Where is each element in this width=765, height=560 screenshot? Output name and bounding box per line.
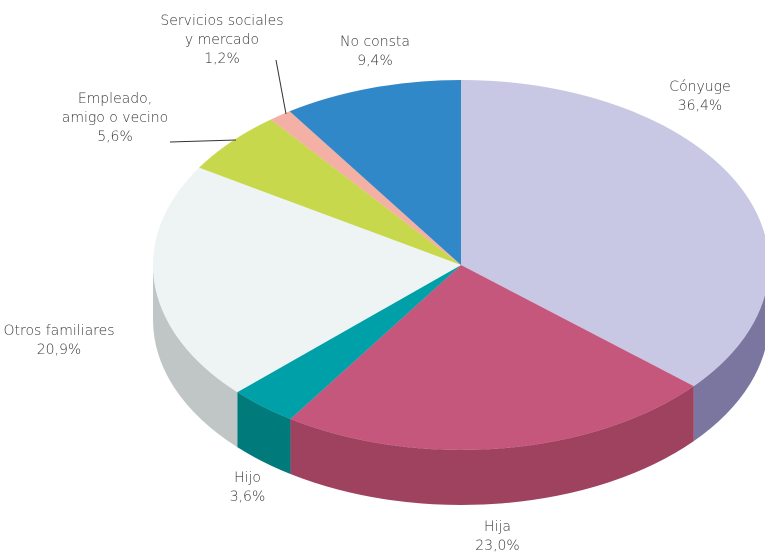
label-name: Empleado, amigo o vecino: [61, 91, 169, 126]
label-value: 9,4%: [357, 53, 393, 69]
label-name: Servicios sociales y mercado: [160, 13, 284, 48]
slice-label: Hijo 3,6%: [200, 469, 295, 507]
label-value: 20,9%: [36, 342, 82, 358]
label-name: Cónyuge: [669, 79, 731, 95]
slice: [290, 265, 694, 451]
leader-line: [169, 139, 237, 143]
slice-label: Empleado, amigo o vecino 5,6%: [55, 90, 175, 147]
slice-side: [290, 386, 694, 505]
slice-label: Cónyuge 36,4%: [640, 78, 760, 116]
tops: [153, 80, 765, 451]
slice-label: Otros familiares 20,9%: [0, 322, 118, 360]
label-name: Hijo: [234, 470, 261, 486]
slice-label: Hija 23,0%: [440, 518, 555, 556]
slice-side: [237, 392, 291, 475]
slice-label: Servicios sociales y mercado 1,2%: [158, 12, 286, 69]
slice-side: [693, 294, 765, 442]
slice: [199, 119, 461, 265]
leader-line: [275, 59, 287, 115]
label-value: 5,6%: [97, 129, 133, 145]
slice: [237, 265, 461, 420]
slice: [461, 80, 765, 387]
slice: [153, 167, 461, 393]
label-value: 36,4%: [677, 98, 723, 114]
label-value: 1,2%: [204, 51, 240, 67]
label-value: 3,6%: [229, 489, 266, 505]
slice: [270, 111, 461, 266]
label-name: No consta: [340, 34, 410, 50]
slice-side: [153, 265, 238, 448]
label-name: Otros familiares: [3, 323, 115, 339]
label-name: Hija: [484, 519, 511, 535]
sides: [153, 265, 765, 505]
slice: [289, 80, 461, 265]
slice-label: No consta 9,4%: [315, 33, 435, 71]
label-value: 23,0%: [475, 538, 520, 554]
